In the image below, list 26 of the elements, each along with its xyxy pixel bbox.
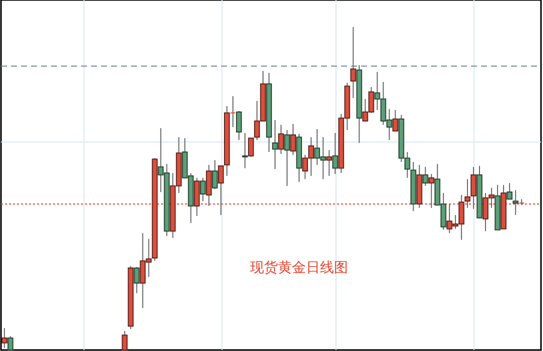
candlestick (512, 190, 518, 216)
candlestick (392, 110, 398, 132)
candlestick (242, 132, 248, 169)
candlestick (470, 166, 476, 210)
candlestick (2, 328, 8, 349)
candlestick (248, 138, 254, 158)
text: 现货黄金日线图 (250, 260, 348, 276)
candlestick (206, 164, 212, 206)
candlestick (422, 166, 428, 186)
candlestick (218, 165, 224, 216)
candlestick (464, 178, 470, 208)
candlestick (272, 120, 278, 170)
candlestick (350, 26, 356, 99)
candlestick (284, 130, 290, 186)
candlestick (326, 150, 332, 176)
candlestick (134, 266, 140, 294)
candlestick (200, 177, 206, 202)
candlestick (290, 123, 296, 156)
candlestick (428, 173, 434, 208)
candlestick (122, 330, 128, 350)
candlestick (212, 160, 218, 190)
candlestick (8, 336, 14, 350)
candlestick (236, 110, 242, 141)
candlestick (506, 182, 512, 200)
candlestick (332, 132, 338, 174)
candlestick (278, 124, 284, 154)
